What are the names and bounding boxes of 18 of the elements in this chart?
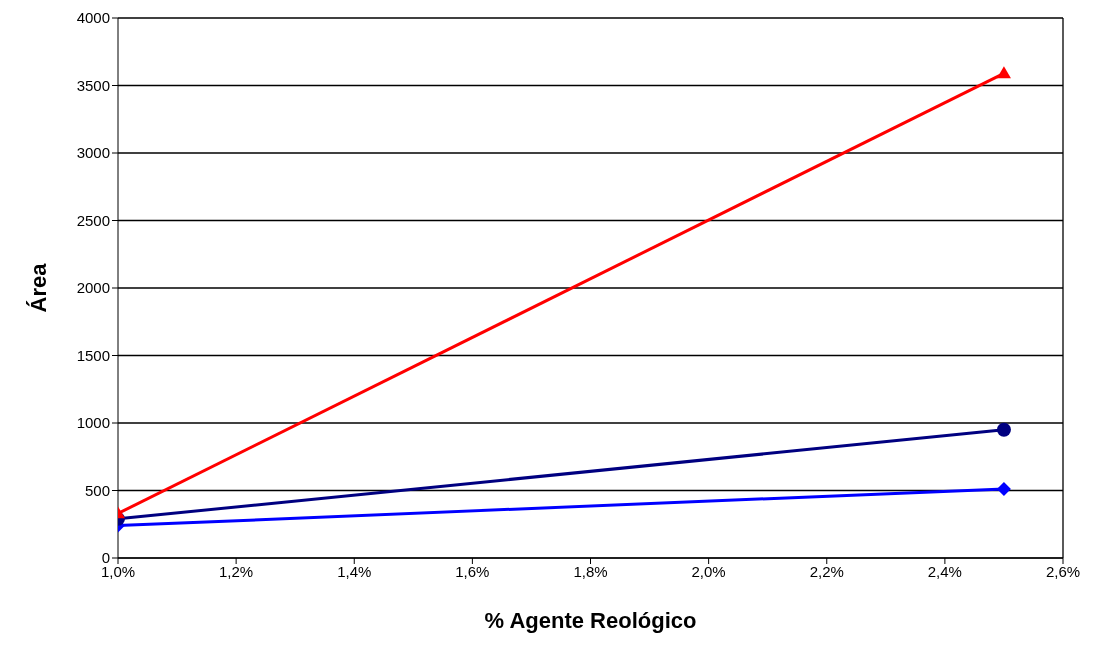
x-tick-label: 1,6% [455,562,490,580]
y-axis-title: Área [25,262,51,313]
x-axis-title: % Agente Reológico [484,608,697,633]
y-tick-label: 500 [84,481,110,499]
x-tick-label: 2,4% [927,562,962,580]
x-tick-label: 1,4% [337,562,372,580]
x-tick-label: 2,0% [691,562,726,580]
x-tick-label: 2,2% [809,562,844,580]
x-tick-label: 2,6% [1045,562,1081,580]
y-tick-label: 1000 [76,414,110,432]
y-tick-label: 2000 [76,279,110,297]
y-tick-label: 4000 [76,9,110,27]
y-tick-label: 2500 [76,211,110,229]
x-tick-label: 1,2% [219,562,254,580]
x-tick-label: 1,8% [573,562,608,580]
y-tick-label: 3000 [76,144,110,162]
y-tick-label: 3500 [76,76,110,94]
y-tick-label: 1500 [76,346,110,364]
